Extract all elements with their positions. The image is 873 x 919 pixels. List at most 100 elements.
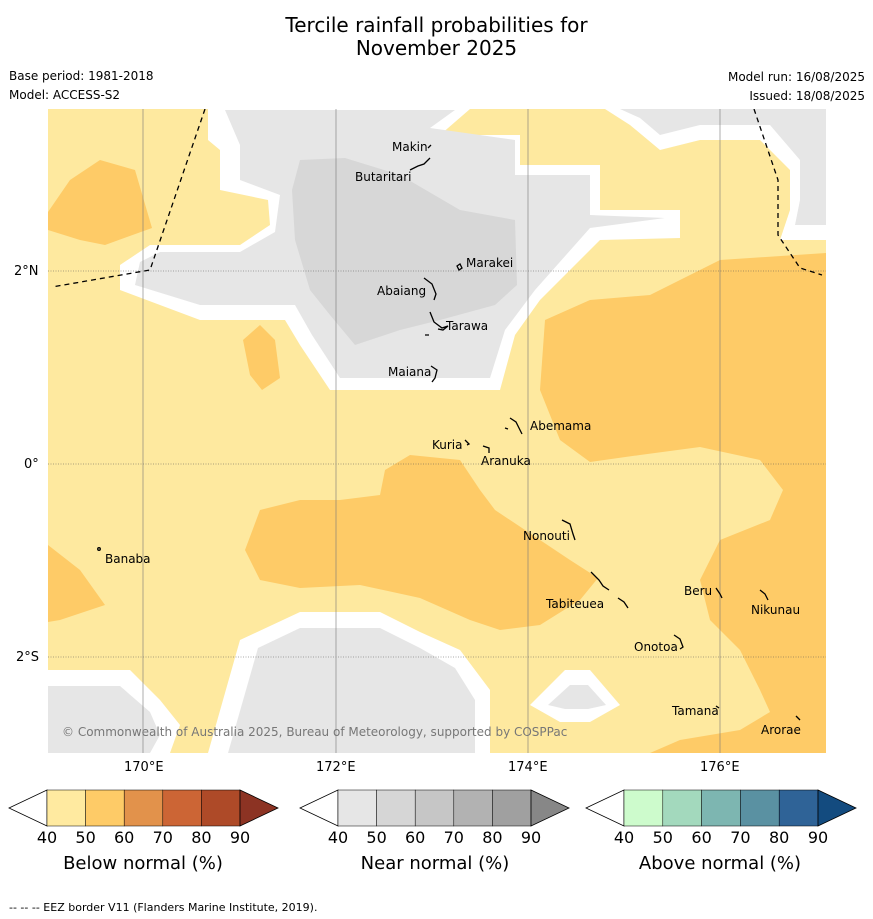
lon-tick-176: 176°E (700, 760, 740, 775)
colorbar-above-normal (585, 789, 857, 827)
region-below-50-60-central (245, 455, 598, 630)
colorbar-above-swatch (623, 789, 664, 827)
island-outlines (97, 144, 801, 721)
island-arorae (795, 715, 801, 721)
colorbar-above-swatch (662, 789, 702, 827)
lon-tick-170: 170°E (124, 760, 164, 775)
colorbar-below-max-extend (239, 789, 279, 827)
island-marakei (456, 263, 463, 271)
colorbar-above-swatch (701, 789, 741, 827)
region-near-40-50-sw (48, 686, 160, 753)
label-makin: Makin (392, 140, 428, 154)
colorbar-near-tick: 80 (482, 828, 503, 847)
probability-shading: Makin Butaritari Marakei Abaiang Tarawa … (48, 109, 826, 753)
map-title-line2: November 2025 (355, 36, 518, 60)
island-banaba (97, 547, 101, 551)
colorbar-below-swatch (85, 789, 125, 827)
label-marakei: Marakei (466, 256, 513, 270)
label-butaritari: Butaritari (355, 170, 412, 184)
colorbar-below-tick: 40 (36, 828, 58, 847)
label-abemama: Abemama (530, 419, 591, 433)
colorbar-near-label: Near normal (%) (360, 853, 510, 874)
island-butaritari-makin (409, 144, 432, 171)
island-nonouti (561, 519, 576, 541)
colorbar-above-tick: 90 (807, 828, 829, 847)
copyright-text: © Commonwealth of Australia 2025, Bureau… (62, 725, 567, 739)
colorbar-near-normal (299, 789, 570, 827)
rainfall-probability-map: Makin Butaritari Marakei Abaiang Tarawa … (8, 109, 857, 827)
lat-tick-0: 0° (24, 457, 39, 472)
island-onotoa (673, 634, 684, 650)
lon-tick-174: 174°E (508, 760, 548, 775)
meridians (142, 109, 721, 753)
region-near-40-50-south (228, 628, 475, 753)
region-near-50-60-north (292, 158, 517, 345)
island-abemama (504, 417, 523, 435)
label-banaba: Banaba (105, 552, 151, 566)
island-beru (715, 587, 723, 599)
colorbar-below-swatch (201, 789, 241, 827)
colorbar-below-normal (8, 789, 279, 827)
colorbar-near-tick: 50 (366, 828, 387, 847)
label-tarawa: Tarawa (445, 319, 488, 333)
colorbar-below-swatch (123, 789, 164, 827)
region-below-50-60-small (243, 325, 280, 390)
colorbar-above-tick: 60 (691, 828, 712, 847)
colorbar-above-swatch (778, 789, 819, 827)
colorbar-near-tick: 60 (405, 828, 426, 847)
colorbar-near-tick: 40 (327, 828, 349, 847)
model-text: Model: ACCESS-S2 (9, 88, 121, 102)
lat-tick-2s: 2°S (16, 650, 40, 665)
label-abaiang: Abaiang (377, 284, 426, 298)
colorbar-below-tick: 80 (191, 828, 212, 847)
colorbar-below-label: Below normal (%) (63, 853, 223, 874)
near-normal-buffer-ne (605, 109, 826, 240)
colorbar-below-tick: 70 (152, 828, 173, 847)
colorbar-below-swatch (162, 789, 202, 827)
label-aranuka: Aranuka (481, 454, 531, 468)
colorbar-above-tick: 80 (769, 828, 790, 847)
base-period-text: Base period: 1981-2018 (9, 69, 154, 83)
colorbar-below-swatch (46, 789, 86, 827)
label-beru: Beru (684, 584, 712, 598)
graticule (48, 270, 826, 658)
colorbar-above-max-extend (817, 789, 857, 827)
map-title-line1: Tercile rainfall probabilities for (285, 13, 588, 37)
label-maiana: Maiana (388, 365, 431, 379)
colorbar-above-tick: 40 (613, 828, 635, 847)
region-below-50-60-east (540, 253, 826, 753)
colorbar-near-swatch (376, 789, 416, 827)
label-nikunau: Nikunau (751, 603, 800, 617)
eez-border (51, 109, 823, 288)
island-nikunau (759, 589, 769, 601)
island-kuria (464, 439, 471, 446)
colorbar-below-tick: 50 (75, 828, 96, 847)
lon-tick-172: 172°E (316, 760, 356, 775)
island-abaiang (423, 277, 437, 301)
region-below-50-60-nw (48, 160, 152, 245)
colorbar-above-tick: 70 (730, 828, 751, 847)
colorbar-above-label: Above normal (%) (638, 853, 802, 874)
island-tamana (715, 705, 720, 709)
issued-text: Issued: 18/08/2025 (749, 89, 865, 103)
island-maiana (430, 365, 438, 383)
colorbar-above-swatch (740, 789, 780, 827)
colorbar-below-min-extend (8, 789, 48, 827)
region-near-40-50-se (548, 685, 606, 709)
colorbar-near-swatch (414, 789, 455, 827)
label-tabiteuea: Tabiteuea (545, 597, 604, 611)
eez-footnote: -- -- -- EEZ border V11 (Flanders Marine… (9, 901, 318, 914)
colorbar-below-tick: 90 (229, 828, 251, 847)
region-near-40-50-ne (620, 109, 826, 225)
label-kuria: Kuria (432, 438, 463, 452)
colorbar-near-swatch (453, 789, 493, 827)
island-tabiteuea (590, 571, 629, 609)
island-tarawa (425, 311, 449, 336)
island-aranuka (482, 445, 490, 453)
label-tamana: Tamana (671, 704, 719, 718)
colorbar-above-min-extend (585, 789, 625, 827)
colorbar-below-tick: 60 (114, 828, 135, 847)
region-below-50-60-sw (48, 545, 105, 622)
label-arorae: Arorae (761, 723, 801, 737)
colorbar-near-swatch (337, 789, 377, 827)
